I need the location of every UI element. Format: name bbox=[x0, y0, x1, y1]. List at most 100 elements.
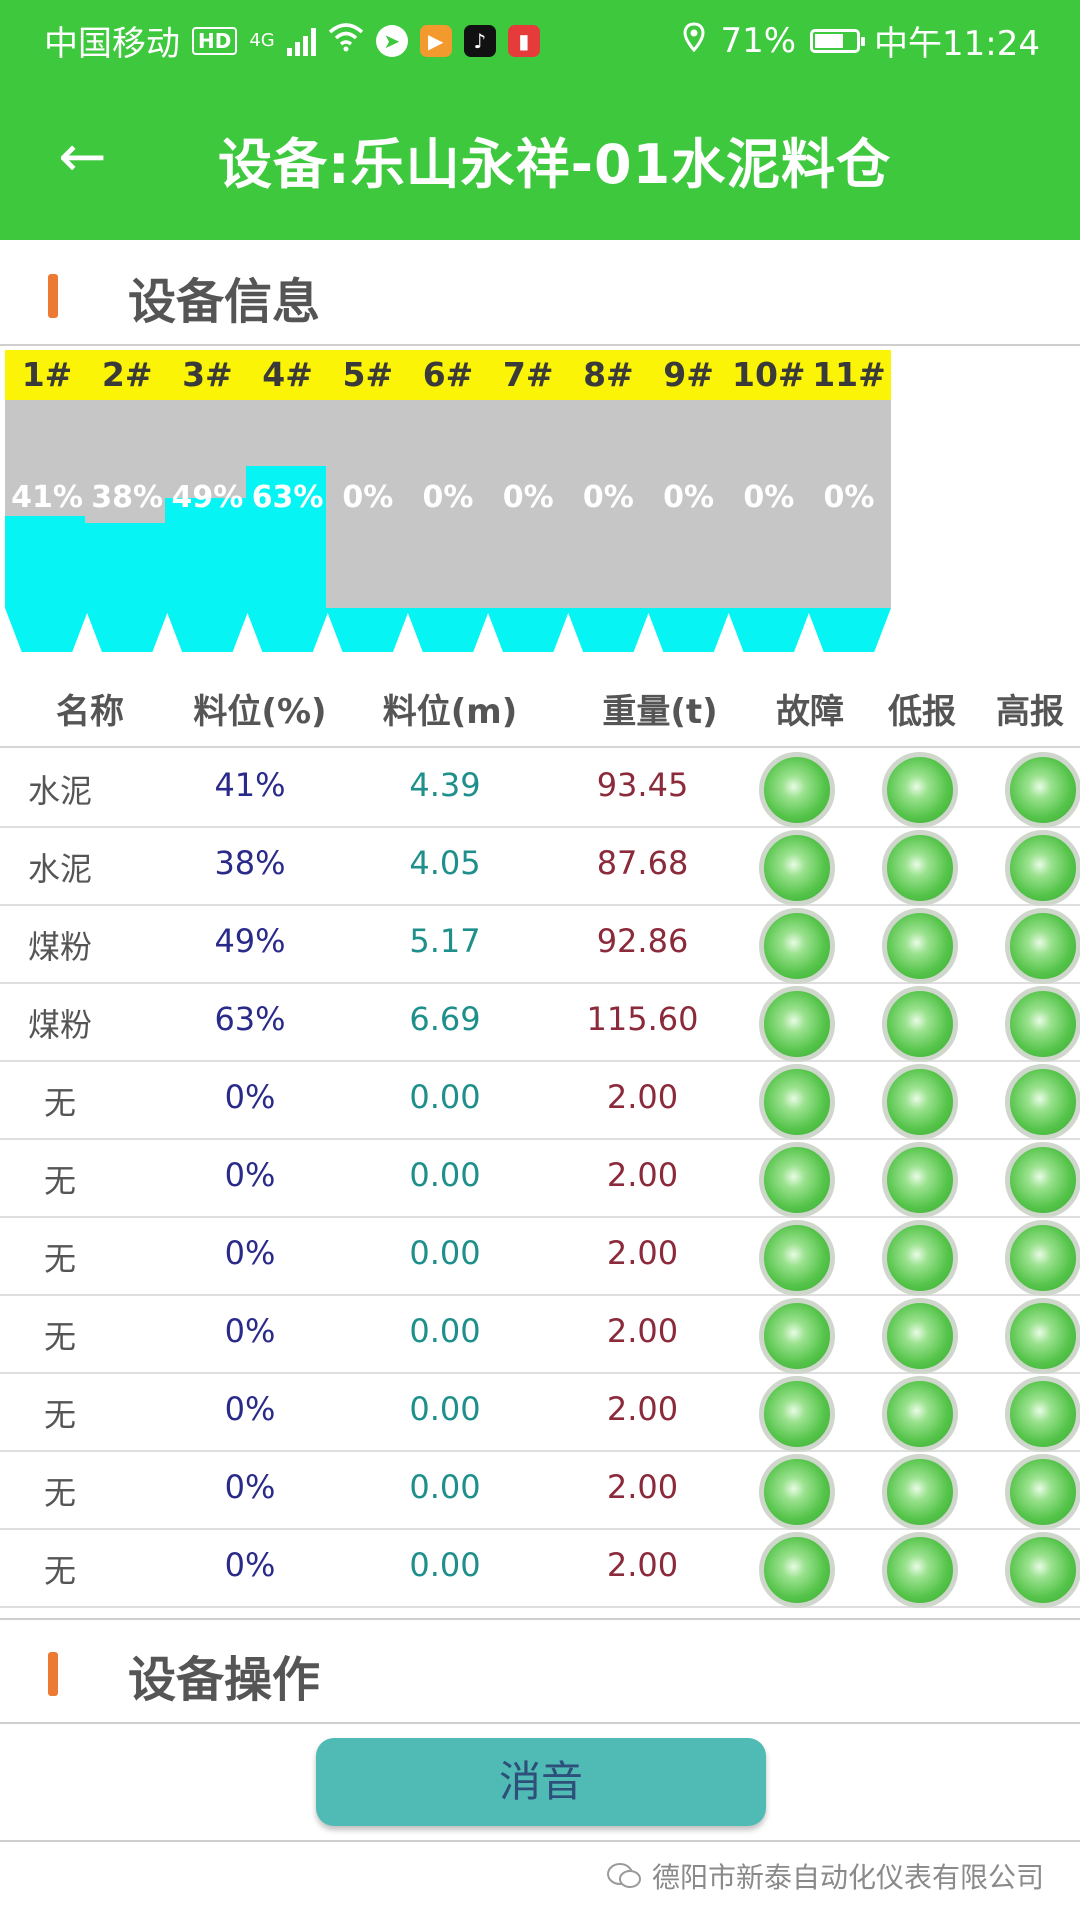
cell-weight: 2.00 bbox=[606, 1468, 679, 1506]
cell-level-percent: 0% bbox=[224, 1390, 276, 1428]
table-row: 无 0% 0.00 2.00 bbox=[0, 1294, 1080, 1374]
bin-percent: 0% bbox=[342, 480, 394, 515]
silo-bin: 7# 0% bbox=[486, 350, 571, 655]
bin-label: 3# bbox=[165, 350, 250, 400]
cell-name: 无 bbox=[43, 1084, 76, 1122]
bin-label: 1# bbox=[5, 350, 89, 400]
bin-cone bbox=[646, 608, 731, 652]
status-bar: 中国移动 HD 4G ➤ ▶ ♪ ▮ 71% 中午11:24 bbox=[0, 0, 1080, 78]
battery-percent: 71% bbox=[720, 20, 797, 61]
bin-body: 63% bbox=[245, 400, 330, 608]
bin-cone bbox=[325, 608, 410, 652]
bin-body: 0% bbox=[566, 400, 651, 608]
bin-percent: 41% bbox=[11, 480, 83, 515]
cell-level-percent: 0% bbox=[224, 1156, 276, 1194]
column-header: 名称 bbox=[56, 692, 124, 732]
table-row: 水泥 41% 4.39 93.45 bbox=[0, 748, 1080, 828]
cell-level-meters: 0.00 bbox=[409, 1390, 481, 1428]
cell-name: 无 bbox=[43, 1318, 76, 1356]
bin-body: 49% bbox=[165, 400, 250, 608]
silo-bins: 1# 41% 2# 38% 3# 49% 4# 63% 5# 0% 6# 0% 7# 0% 8# 0% 9# 0%… bbox=[5, 350, 1080, 655]
bin-percent: 38% bbox=[91, 480, 164, 515]
low-alarm-indicator bbox=[882, 986, 958, 1062]
bin-label: 11# bbox=[807, 350, 891, 400]
watermark-text: 德阳市新泰自动化仪表有限公司 bbox=[651, 1861, 1044, 1894]
table-row: 无 0% 0.00 2.00 bbox=[0, 1372, 1080, 1452]
table-row: 无 0% 0.00 2.00 bbox=[0, 1216, 1080, 1296]
cell-weight: 2.00 bbox=[606, 1156, 679, 1194]
divider bbox=[0, 1840, 1080, 1842]
bin-cone bbox=[566, 608, 651, 652]
cell-level-percent: 38% bbox=[214, 844, 286, 882]
bin-body: 41% bbox=[5, 400, 89, 608]
watermark: 德阳市新泰自动化仪表有限公司 bbox=[606, 1856, 1044, 1896]
bin-percent: 0% bbox=[743, 480, 795, 515]
table-row: 无 0% 0.00 2.00 bbox=[0, 1060, 1080, 1140]
bin-body: 0% bbox=[807, 400, 891, 608]
bin-cone bbox=[5, 608, 89, 652]
wifi-icon bbox=[328, 22, 364, 60]
high-alarm-indicator bbox=[1005, 1532, 1080, 1608]
bin-percent: 0% bbox=[663, 480, 715, 515]
high-alarm-indicator bbox=[1005, 908, 1080, 984]
cell-weight: 93.45 bbox=[596, 766, 689, 804]
fault-indicator bbox=[759, 986, 835, 1062]
bin-body: 38% bbox=[85, 400, 170, 608]
table-row: 煤粉 63% 6.69 115.60 bbox=[0, 982, 1080, 1062]
silo-bin: 10# 0% bbox=[726, 350, 811, 655]
network-type: 4G bbox=[249, 29, 275, 51]
table-header: 名称 料位(%) 料位(m) 重量(t) 故障 低报 高报 bbox=[0, 660, 1080, 748]
bin-label: 6# bbox=[406, 350, 490, 400]
column-header: 故障 bbox=[776, 692, 844, 732]
carrier-name: 中国移动 bbox=[44, 24, 180, 64]
high-alarm-indicator bbox=[1005, 1220, 1080, 1296]
cell-level-meters: 6.69 bbox=[409, 1000, 481, 1038]
low-alarm-indicator bbox=[882, 830, 958, 906]
bin-percent: 0% bbox=[582, 480, 634, 515]
column-header: 料位(m) bbox=[382, 692, 518, 732]
section-title: 设备信息 bbox=[128, 274, 321, 330]
bin-body: 0% bbox=[486, 400, 571, 608]
bin-fill bbox=[5, 515, 89, 608]
high-alarm-indicator bbox=[1005, 830, 1080, 906]
fault-indicator bbox=[759, 1532, 835, 1608]
cell-name: 无 bbox=[43, 1240, 76, 1278]
back-arrow-icon[interactable]: ← bbox=[58, 122, 107, 190]
silo-bin: 3# 49% bbox=[165, 350, 250, 655]
page-title: 设备:乐山永祥-01水泥料仓 bbox=[218, 133, 892, 196]
cell-level-meters: 0.00 bbox=[409, 1312, 481, 1350]
high-alarm-indicator bbox=[1005, 986, 1080, 1062]
silo-bin: 2# 38% bbox=[85, 350, 170, 655]
cell-weight: 2.00 bbox=[606, 1312, 679, 1350]
silo-bin: 8# 0% bbox=[566, 350, 651, 655]
battery-icon bbox=[810, 28, 866, 53]
wechat-icon bbox=[606, 1862, 642, 1890]
mute-button[interactable]: 消音 bbox=[316, 1738, 766, 1826]
cell-name: 煤粉 bbox=[27, 928, 92, 966]
cell-level-percent: 0% bbox=[224, 1078, 276, 1116]
silo-bin: 11# 0% bbox=[807, 350, 891, 655]
low-alarm-indicator bbox=[882, 1220, 958, 1296]
fault-indicator bbox=[759, 1064, 835, 1140]
bin-cone bbox=[486, 608, 571, 652]
silo-bin: 9# 0% bbox=[646, 350, 731, 655]
silo-bin: 5# 0% bbox=[325, 350, 410, 655]
cell-level-meters: 0.00 bbox=[409, 1546, 481, 1584]
column-header: 低报 bbox=[888, 692, 956, 732]
bin-fill bbox=[165, 497, 250, 608]
section-device-info: 设备信息 bbox=[0, 242, 1080, 346]
signal-icon bbox=[286, 26, 316, 56]
fault-indicator bbox=[759, 1454, 835, 1530]
bin-cone bbox=[726, 608, 811, 652]
cell-name: 无 bbox=[43, 1552, 76, 1590]
section-title: 设备操作 bbox=[128, 1652, 321, 1708]
bin-fill bbox=[85, 522, 170, 608]
section-accent-bar bbox=[48, 1652, 58, 1696]
bin-cone bbox=[165, 608, 250, 652]
low-alarm-indicator bbox=[882, 1298, 958, 1374]
high-alarm-indicator bbox=[1005, 1454, 1080, 1530]
table-row: 无 0% 0.00 2.00 bbox=[0, 1528, 1080, 1608]
clock: 中午11:24 bbox=[874, 24, 1040, 64]
fault-indicator bbox=[759, 1142, 835, 1218]
cell-weight: 2.00 bbox=[606, 1234, 679, 1272]
